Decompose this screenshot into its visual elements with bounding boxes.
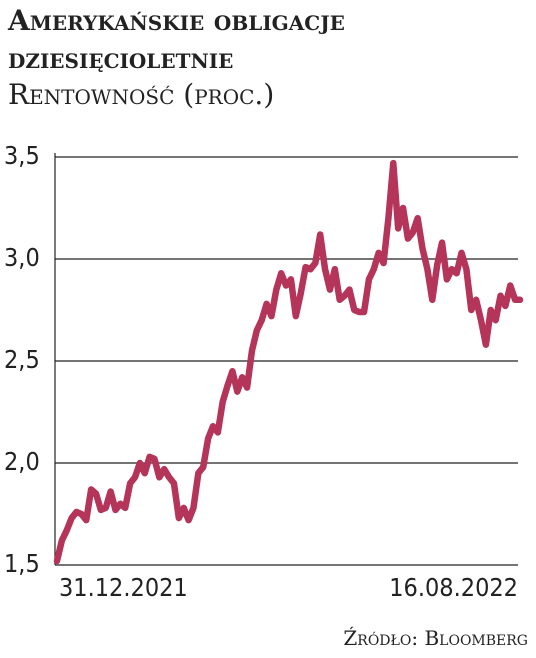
chart-subtitle: Rentowność (proc.) (8, 78, 275, 111)
y-tick-label: 1,5 (4, 549, 40, 578)
y-tick-label: 2,5 (4, 345, 40, 374)
chart-title: Amerykańskie obligacje dziesięcioletnie (8, 4, 345, 75)
x-tick-label: 31.12.2021 (59, 573, 188, 602)
y-tick-label: 3,0 (4, 243, 40, 272)
y-tick-label: 2,0 (4, 447, 40, 476)
data-line (53, 159, 524, 565)
source: Źródło: Bloomberg (343, 626, 528, 650)
x-tick-label: 16.08.2022 (389, 573, 518, 602)
y-tick-label: 3,5 (4, 141, 40, 170)
